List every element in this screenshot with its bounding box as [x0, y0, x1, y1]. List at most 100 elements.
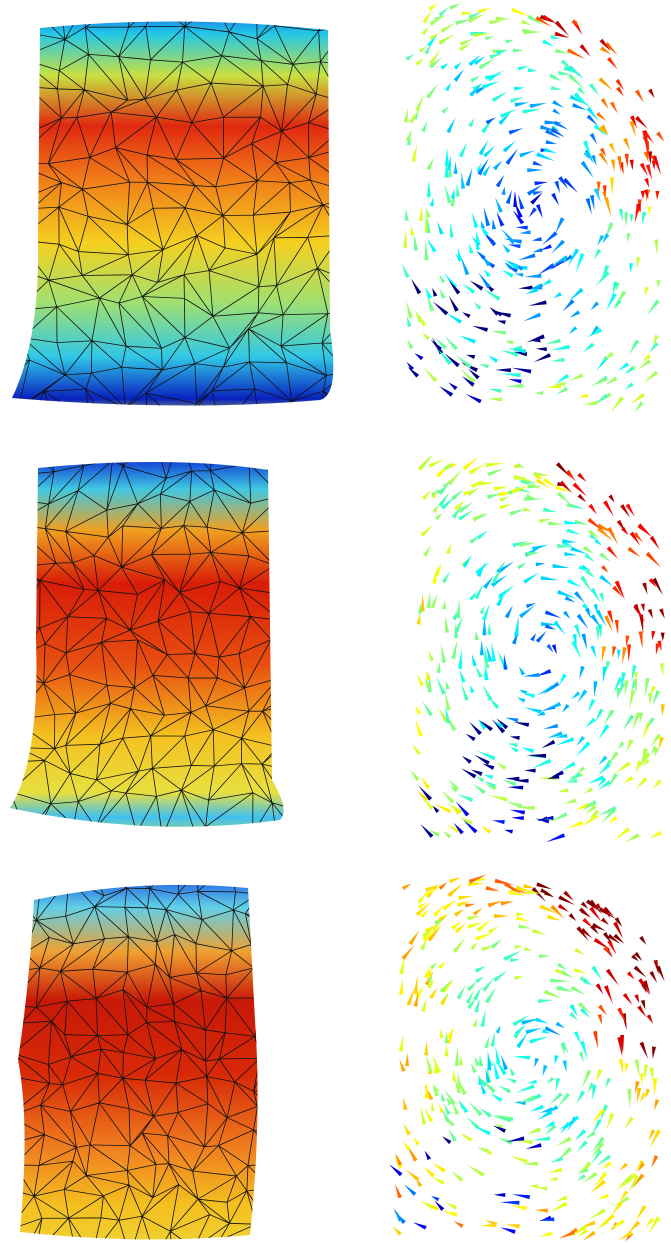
arrow [473, 1125, 491, 1136]
arrow [639, 935, 647, 945]
arrow [625, 382, 634, 389]
arrow [441, 571, 451, 584]
arrow [571, 640, 582, 660]
arrow [633, 603, 640, 614]
arrow [490, 939, 503, 949]
arrow [561, 761, 576, 771]
arrow [599, 552, 612, 563]
arrow [412, 743, 421, 756]
arrow [422, 10, 432, 24]
arrow [466, 1164, 485, 1177]
arrow [517, 562, 527, 570]
arrow [554, 31, 570, 39]
arrow [615, 78, 625, 91]
arrow [417, 894, 426, 904]
arrow [475, 932, 494, 941]
arrow [478, 251, 491, 267]
arrow [606, 1112, 615, 1130]
arrow [645, 1088, 651, 1098]
arrow [510, 958, 520, 963]
arrow [643, 189, 649, 199]
arrow [394, 1152, 403, 1166]
arrow [550, 978, 570, 983]
mesh-panel [18, 884, 258, 1240]
arrow [614, 827, 631, 841]
arrow [581, 564, 591, 572]
arrow [560, 59, 575, 73]
arrow [543, 681, 560, 695]
arrow [482, 684, 493, 702]
arrow [641, 983, 647, 994]
arrow [597, 523, 616, 535]
arrow [424, 971, 434, 986]
arrow [637, 1162, 645, 1172]
arrow [484, 783, 497, 791]
arrow [434, 1200, 445, 1211]
arrow [524, 707, 542, 714]
arrow [477, 481, 496, 486]
arrow [645, 164, 653, 181]
arrow [544, 624, 557, 630]
arrow [444, 353, 460, 368]
arrow [495, 1046, 501, 1065]
arrow [453, 61, 462, 70]
arrow [530, 483, 541, 489]
arrow [505, 39, 514, 44]
arrow [562, 539, 578, 543]
arrow [639, 1092, 647, 1103]
arrow [493, 1193, 506, 1198]
arrow [389, 1164, 403, 1177]
arrow [508, 379, 522, 384]
arrow [588, 529, 599, 538]
arrow [474, 630, 479, 641]
vector-field [410, 454, 665, 843]
arrow [598, 1213, 615, 1228]
arrow [428, 459, 444, 468]
arrow [495, 368, 511, 373]
arrow [558, 70, 571, 75]
arrow [439, 274, 446, 284]
arrow [549, 1092, 563, 1105]
arrow [454, 1046, 459, 1066]
arrow [558, 176, 568, 189]
arrow [569, 1011, 578, 1021]
arrow [536, 711, 546, 716]
arrow [593, 1171, 608, 1188]
arrow [593, 937, 612, 951]
arrow [544, 1121, 556, 1128]
arrow [597, 805, 617, 816]
arrow [592, 1084, 597, 1100]
arrow [643, 370, 659, 383]
arrow [644, 677, 650, 698]
arrow [648, 1129, 656, 1141]
arrow [517, 1140, 533, 1145]
arrow [607, 751, 619, 765]
arrow [468, 54, 481, 67]
arrow [438, 881, 448, 890]
arrow [584, 553, 595, 563]
arrow [602, 351, 614, 362]
arrow [535, 1017, 549, 1024]
arrow [539, 1217, 555, 1222]
arrow [429, 14, 445, 26]
arrow [637, 523, 650, 535]
arrow [623, 137, 631, 151]
arrow [443, 1116, 455, 1127]
arrow [497, 1085, 512, 1094]
arrow [466, 980, 478, 992]
arrow [405, 54, 414, 61]
arrow [585, 804, 597, 815]
arrow [409, 108, 420, 124]
arrow [436, 461, 451, 478]
arrow [452, 936, 466, 954]
arrow [586, 328, 603, 338]
arrow [557, 589, 577, 599]
arrow [487, 1050, 492, 1071]
arrow [549, 73, 563, 82]
arrow [656, 131, 665, 142]
arrow [634, 951, 643, 962]
arrow [451, 504, 463, 519]
arrow [558, 895, 575, 906]
arrow [506, 1078, 517, 1084]
arrow [479, 1053, 484, 1067]
